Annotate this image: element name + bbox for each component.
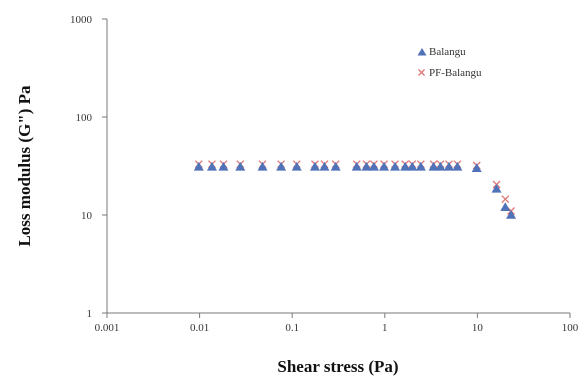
balangu-point	[443, 161, 454, 171]
balangu-point	[361, 161, 372, 171]
y-tick-label: 1000	[70, 14, 93, 26]
balangu-point	[206, 161, 217, 171]
legend-label-balangu: Balangu	[429, 46, 466, 58]
balangu-point	[330, 161, 341, 171]
balangu-point	[428, 161, 439, 171]
x-axis-title: Shear stress (Pa)	[277, 357, 398, 376]
balangu-point	[276, 161, 287, 171]
tick-marks	[102, 18, 571, 318]
balangu-point	[471, 163, 482, 172]
balangu-point	[400, 161, 411, 171]
x-tick-label: 10	[472, 322, 484, 334]
legend-marker-balangu	[417, 48, 427, 56]
balangu-point	[415, 161, 426, 171]
x-tick-label: 0.001	[95, 322, 120, 334]
balangu-point	[351, 161, 362, 171]
balangu-point	[379, 161, 390, 171]
balangu-point	[407, 161, 418, 171]
axes	[106, 19, 570, 314]
balangu-point	[452, 161, 463, 171]
y-tick-label: 100	[76, 112, 93, 124]
balangu-point	[309, 161, 320, 171]
balangu-point	[218, 161, 229, 171]
balangu-point	[291, 161, 302, 171]
balangu-point	[506, 210, 517, 219]
data-points	[193, 160, 517, 219]
pf-balangu-point	[501, 195, 510, 204]
balangu-point	[491, 183, 502, 193]
legend-label-pf-balangu: PF-Balangu	[429, 67, 482, 79]
x-tick-label: 1	[382, 322, 388, 334]
y-tick-label: 1	[87, 308, 93, 320]
tick-labels: 0.001 0.01 0.1 1 10 100 1 10 100 1000	[70, 14, 579, 334]
y-tick-label: 10	[81, 210, 93, 222]
x-tick-label: 100	[562, 322, 579, 334]
x-tick-label: 0.1	[285, 322, 299, 334]
balangu-point	[390, 161, 401, 171]
balangu-point	[368, 161, 379, 171]
balangu-point	[257, 161, 268, 171]
balangu-point	[319, 161, 330, 171]
balangu-point	[193, 161, 204, 171]
balangu-point	[500, 202, 511, 211]
legend: Balangu PF-Balangu	[417, 46, 482, 79]
balangu-point	[435, 161, 446, 171]
x-tick-label: 0.01	[190, 322, 209, 334]
balangu-point	[235, 161, 246, 171]
y-axis-title: Loss modulus (G") Pa	[15, 85, 34, 247]
legend-marker-pf-balangu	[418, 69, 425, 76]
